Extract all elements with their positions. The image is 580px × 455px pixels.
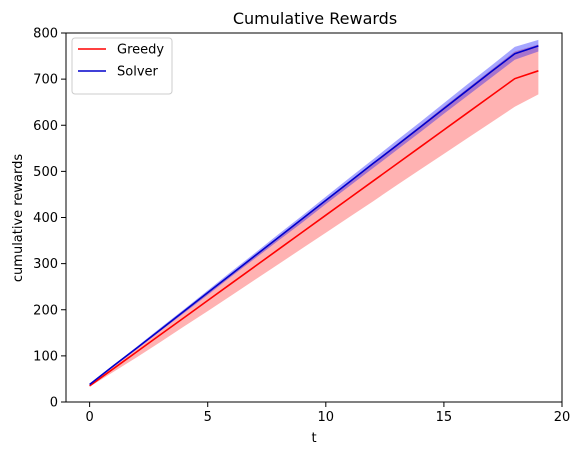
confidence-band-solver (89, 39, 539, 385)
series-line-solver (89, 45, 539, 386)
series-line-greedy (89, 70, 539, 387)
legend-box (71, 37, 173, 95)
y-axis-label: cumulative rewards (11, 154, 26, 282)
y-tick-label: 100 (33, 349, 58, 364)
legend-label-greedy: Greedy (117, 43, 164, 58)
x-tick-label: 15 (436, 410, 453, 425)
y-tick-label: 700 (33, 73, 58, 88)
legend: Greedy Solver (71, 37, 173, 95)
confidence-band-greedy (89, 44, 539, 387)
x-tick-label: 5 (204, 410, 212, 425)
y-tick-label: 200 (33, 303, 58, 318)
x-tick-label: 10 (318, 410, 335, 425)
y-tick-label: 800 (33, 27, 58, 42)
legend-label-solver: Solver (117, 65, 159, 80)
y-tick-label: 500 (33, 165, 58, 180)
x-axis-label: t (311, 431, 316, 446)
y-axis: 0 100 200 300 400 500 600 700 800 (33, 27, 66, 411)
y-tick-label: 600 (33, 119, 58, 134)
x-axis: 0 5 10 15 20 (85, 402, 570, 425)
y-tick-label: 0 (50, 396, 58, 411)
chart-title: Cumulative Rewards (233, 9, 397, 28)
plot-area (89, 39, 539, 387)
y-tick-label: 300 (33, 257, 58, 272)
x-tick-label: 20 (554, 410, 571, 425)
x-tick-label: 0 (85, 410, 93, 425)
y-tick-label: 400 (33, 211, 58, 226)
